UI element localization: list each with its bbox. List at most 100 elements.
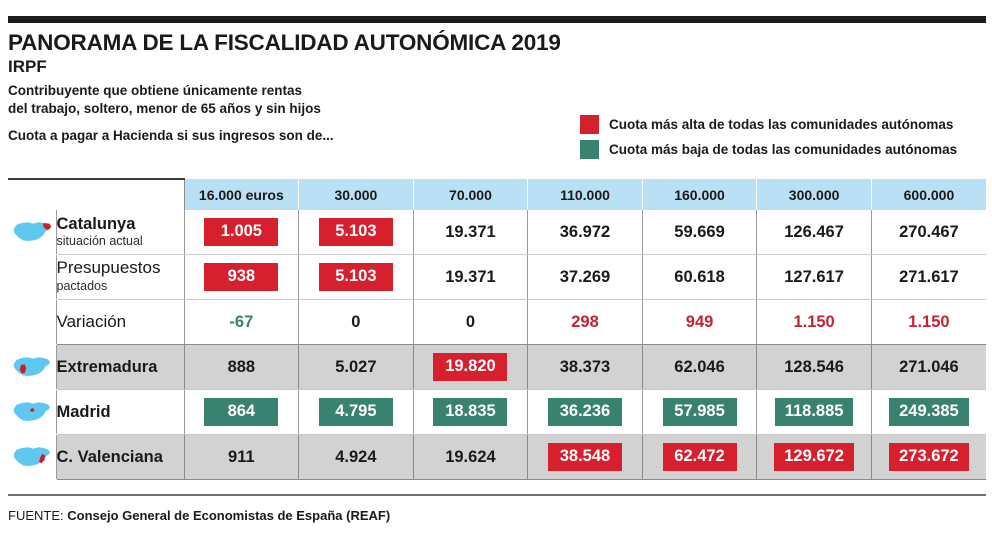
value-text: 0 xyxy=(351,312,361,331)
value-cell: 298 xyxy=(527,299,643,345)
lowest-value-badge: 864 xyxy=(204,398,279,426)
value-text: 36.972 xyxy=(559,222,611,241)
value-cell: 5.027 xyxy=(298,344,414,390)
value-cell: 57.985 xyxy=(641,389,757,435)
value-cell: 1.150 xyxy=(756,299,872,345)
row-label-cell: Extremadura xyxy=(55,344,185,390)
value-cell: 62.046 xyxy=(641,344,757,390)
table-row: Variación -67 0 0 298 949 1.150 1.150 xyxy=(8,299,986,345)
value-cell: 37.269 xyxy=(527,254,643,300)
legend: Cuota más alta de todas las comunidades … xyxy=(580,113,990,163)
value-cell: 271.046 xyxy=(870,344,986,390)
row-label: Extremadura xyxy=(56,357,158,376)
value-cell: 18.835 xyxy=(412,389,528,435)
value-cell: -67 xyxy=(183,299,299,345)
column-header-600000: 600.000 xyxy=(870,179,986,210)
table-row: Presupuestos pactados 938 5.103 19.371 37.269… xyxy=(8,254,986,300)
value-cell: 1.150 xyxy=(870,299,986,345)
table-row: Madrid 864 4.795 18.835 36.236 57.985 118.885 2… xyxy=(8,389,986,435)
row-label-cell: Presupuestos pactados xyxy=(55,254,185,300)
column-header-110000: 110.000 xyxy=(527,179,643,210)
footer-rule-divider xyxy=(8,494,986,496)
value-text: 38.373 xyxy=(559,357,611,376)
green-square-swatch xyxy=(580,140,599,159)
value-cell: 888 xyxy=(183,344,299,390)
value-text: 271.617 xyxy=(899,267,959,286)
value-text: 949 xyxy=(685,312,714,331)
lowest-value-badge: 57.985 xyxy=(662,398,737,426)
value-cell: 19.371 xyxy=(412,210,528,255)
highest-value-badge: 938 xyxy=(204,263,279,291)
red-square-swatch xyxy=(580,115,599,134)
value-cell: 4.795 xyxy=(298,389,414,435)
value-cell: 0 xyxy=(298,299,414,345)
source-value: Consejo General de Economistas de España… xyxy=(67,508,391,523)
value-cell: 38.548 xyxy=(527,434,643,480)
column-header-300000: 300.000 xyxy=(756,179,872,210)
page-subtitle: IRPF xyxy=(8,57,47,77)
table-body: Catalunya situación actual 1.005 5.103 19.37… xyxy=(8,210,986,480)
value-cell: 0 xyxy=(412,299,528,345)
value-text: 62.046 xyxy=(674,357,725,376)
description-line-2: del trabajo, soltero, menor de 65 años y… xyxy=(8,100,321,116)
value-cell: 36.236 xyxy=(527,389,643,435)
value-cell: 949 xyxy=(641,299,757,345)
row-sublabel: pactados xyxy=(56,279,108,294)
value-cell: 249.385 xyxy=(870,389,986,435)
value-cell: 19.371 xyxy=(412,254,528,300)
value-cell: 911 xyxy=(183,434,299,480)
table-header-row: 16.000 euros 30.000 70.000 110.000 160.0… xyxy=(8,178,986,210)
value-cell: 60.618 xyxy=(641,254,757,300)
value-cell: 938 xyxy=(183,254,299,300)
value-text: 270.467 xyxy=(899,222,959,241)
value-cell: 129.672 xyxy=(756,434,872,480)
value-cell: 270.467 xyxy=(870,210,986,255)
highest-value-badge: 129.672 xyxy=(774,443,854,471)
value-cell: 62.472 xyxy=(641,434,757,480)
table-row: Catalunya situación actual 1.005 5.103 19.37… xyxy=(8,210,986,255)
value-cell: 118.885 xyxy=(756,389,872,435)
source-note: FUENTE: Consejo General de Economistas d… xyxy=(8,508,390,523)
row-label: Madrid xyxy=(56,402,111,421)
value-cell: 19.820 xyxy=(412,344,528,390)
row-label-cell: C. Valenciana xyxy=(55,434,185,480)
value-cell: 126.467 xyxy=(756,210,872,255)
value-cell: 59.669 xyxy=(641,210,757,255)
column-header-160000: 160.000 xyxy=(641,179,757,210)
row-label: Variación xyxy=(56,311,127,331)
page-title: PANORAMA DE LA FISCALIDAD AUTONÓMICA 201… xyxy=(8,30,561,55)
table-row: Extremadura 888 5.027 19.820 38.373 62.046 128… xyxy=(8,344,986,390)
legend-item-label: Cuota más baja de todas las comunidades … xyxy=(609,142,958,157)
fiscal-comparison-table: 16.000 euros 30.000 70.000 110.000 160.0… xyxy=(8,178,986,480)
highest-value-badge: 62.472 xyxy=(662,443,737,471)
value-text: 271.046 xyxy=(899,357,959,376)
value-text: 298 xyxy=(571,312,599,331)
row-label-cell: Madrid xyxy=(55,389,185,435)
row-label: Presupuestos xyxy=(56,258,161,278)
value-cell: 38.373 xyxy=(527,344,643,390)
lowest-value-badge: 249.385 xyxy=(889,398,969,426)
legend-item-label: Cuota más alta de todas las comunidades … xyxy=(609,117,954,132)
spain-map-madrid xyxy=(8,389,57,435)
highest-value-badge: 38.548 xyxy=(547,443,622,471)
row-label: C. Valenciana xyxy=(56,447,163,466)
value-text: 1.150 xyxy=(908,312,950,331)
value-text: 37.269 xyxy=(559,267,611,286)
row-label: Catalunya xyxy=(56,214,136,233)
description-line-1: Contribuyente que obtiene únicamente ren… xyxy=(8,82,303,98)
source-label: FUENTE: xyxy=(8,508,64,523)
spain-map-valenciana xyxy=(8,434,57,480)
header-cell-map-spacer xyxy=(8,178,57,210)
value-text: 60.618 xyxy=(674,267,725,286)
value-cell: 1.005 xyxy=(183,210,299,255)
lowest-value-badge: 4.795 xyxy=(318,398,393,426)
value-text: -67 xyxy=(229,312,254,331)
highest-value-badge: 5.103 xyxy=(318,263,393,291)
highest-value-badge: 19.820 xyxy=(433,353,508,381)
value-cell: 4.924 xyxy=(298,434,414,480)
map-cell-empty xyxy=(8,299,57,345)
lowest-value-badge: 118.885 xyxy=(774,398,854,426)
value-cell: 271.617 xyxy=(870,254,986,300)
value-text: 19.371 xyxy=(445,222,496,241)
